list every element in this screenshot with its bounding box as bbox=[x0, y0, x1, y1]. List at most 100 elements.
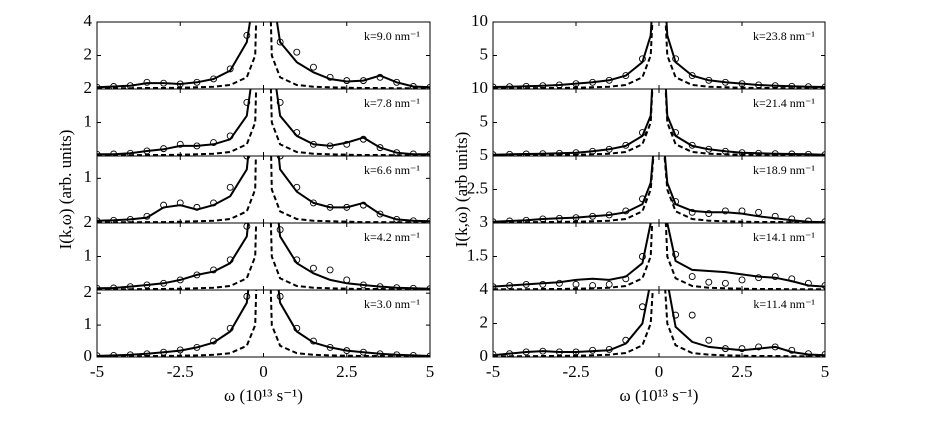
data-point bbox=[771, 343, 779, 351]
data-point bbox=[638, 253, 646, 260]
data-point bbox=[672, 55, 680, 63]
data-point bbox=[310, 337, 317, 345]
y-tick-label: 1 bbox=[84, 314, 93, 333]
data-point bbox=[226, 132, 234, 140]
data-point bbox=[293, 183, 301, 191]
data-point bbox=[393, 284, 401, 290]
plot-area bbox=[493, 290, 825, 357]
data-point bbox=[755, 274, 763, 282]
data-point bbox=[493, 218, 497, 223]
solid-line bbox=[493, 223, 825, 288]
data-point bbox=[493, 151, 497, 156]
data-point bbox=[771, 150, 779, 156]
data-point bbox=[622, 207, 630, 215]
data-point bbox=[804, 279, 812, 287]
x-tick-label: 5 bbox=[821, 362, 830, 381]
data-point bbox=[539, 280, 547, 288]
data-point bbox=[326, 203, 334, 211]
x-axis-label: ω (10¹³ s⁻¹) bbox=[224, 386, 303, 405]
data-point bbox=[293, 256, 301, 264]
data-point bbox=[506, 217, 514, 223]
plot-area bbox=[493, 156, 825, 223]
data-point bbox=[160, 79, 168, 87]
data-point bbox=[672, 198, 680, 206]
data-point bbox=[705, 210, 713, 218]
y-axis-label: I(k,ω) (arb units) bbox=[452, 132, 471, 248]
data-point bbox=[193, 343, 201, 351]
plot-area bbox=[493, 22, 825, 89]
data-point bbox=[493, 283, 497, 290]
data-point bbox=[755, 81, 763, 89]
solid-line bbox=[97, 89, 430, 156]
dashed-line bbox=[97, 89, 430, 156]
y-axis-label: I(k,ω) (arb. units) bbox=[56, 130, 75, 250]
data-point bbox=[493, 351, 497, 357]
data-point bbox=[409, 83, 417, 89]
data-point bbox=[376, 144, 384, 152]
y-tick-label: 1 bbox=[84, 111, 93, 130]
data-point bbox=[193, 271, 201, 279]
data-point bbox=[755, 149, 763, 156]
data-point bbox=[522, 280, 530, 288]
y-tick-label: 1 bbox=[84, 167, 93, 186]
data-point bbox=[359, 348, 367, 356]
data-point bbox=[193, 203, 201, 211]
data-point bbox=[688, 72, 696, 80]
dashed-line bbox=[493, 290, 825, 357]
data-point bbox=[589, 212, 597, 220]
data-point bbox=[426, 150, 430, 156]
data-point bbox=[738, 345, 746, 353]
y-tick-label: 2 bbox=[84, 44, 93, 63]
solid-line bbox=[493, 22, 825, 88]
data-point bbox=[506, 83, 514, 89]
data-point bbox=[343, 77, 351, 85]
data-point bbox=[326, 266, 334, 274]
data-point bbox=[359, 201, 367, 209]
y-tick-label: 2 bbox=[84, 212, 93, 231]
data-point bbox=[310, 140, 317, 148]
data-point bbox=[771, 273, 779, 281]
data-point bbox=[409, 217, 417, 223]
data-point bbox=[226, 256, 234, 264]
data-point bbox=[376, 73, 384, 81]
data-point bbox=[343, 276, 351, 284]
data-point bbox=[226, 324, 234, 332]
data-point bbox=[97, 150, 101, 156]
data-point bbox=[721, 279, 729, 287]
dashed-line bbox=[97, 156, 430, 223]
data-point bbox=[310, 63, 317, 71]
data-point bbox=[310, 264, 317, 272]
data-point bbox=[821, 151, 825, 156]
data-point bbox=[522, 348, 530, 356]
data-point bbox=[160, 348, 168, 356]
annotation: k=14.1 nm⁻¹ bbox=[753, 230, 815, 244]
x-tick-label: 2.5 bbox=[731, 362, 752, 381]
data-point bbox=[97, 352, 101, 357]
data-point bbox=[522, 216, 530, 223]
data-point bbox=[589, 346, 597, 354]
y-tick-label: 4 bbox=[480, 279, 489, 298]
solid-line bbox=[97, 290, 430, 357]
data-point bbox=[788, 82, 796, 89]
data-point bbox=[143, 78, 151, 86]
data-point bbox=[788, 275, 796, 283]
annotation: k=11.4 nm⁻¹ bbox=[753, 297, 815, 311]
data-point bbox=[126, 149, 134, 156]
y-tick-label: 10 bbox=[471, 78, 488, 97]
data-point bbox=[821, 218, 825, 223]
y-tick-label: 2.5 bbox=[467, 178, 488, 197]
data-point bbox=[276, 98, 284, 106]
data-point bbox=[110, 216, 118, 223]
data-point bbox=[738, 207, 746, 215]
data-point bbox=[126, 215, 134, 223]
y-tick-label: 2 bbox=[84, 282, 93, 301]
data-point bbox=[738, 276, 746, 284]
x-tick-label: -5 bbox=[90, 362, 104, 381]
data-point bbox=[426, 217, 430, 223]
data-point bbox=[555, 348, 563, 356]
annotation: k=18.9 nm⁻¹ bbox=[753, 163, 815, 177]
dashed-line bbox=[493, 89, 825, 156]
data-point bbox=[143, 281, 151, 289]
y-tick-label: 2 bbox=[480, 312, 489, 331]
data-point bbox=[539, 215, 547, 223]
